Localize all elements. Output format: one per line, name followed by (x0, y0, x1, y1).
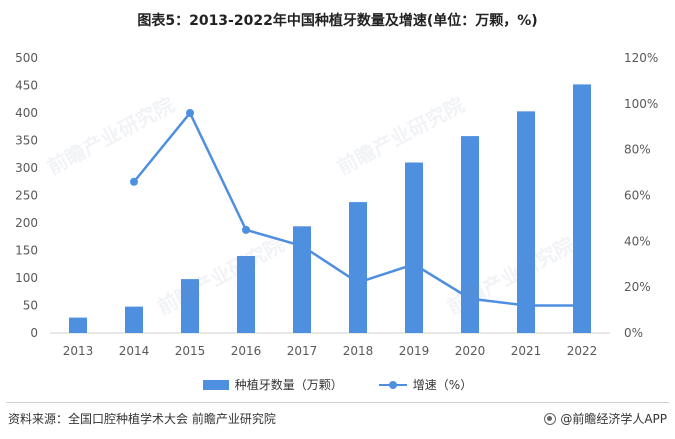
legend-bar-label: 种植牙数量（万颗） (234, 378, 343, 392)
bar (125, 306, 143, 333)
x-tick-label: 2015 (175, 344, 206, 358)
legend-item-bar: 种植牙数量（万颗） (202, 376, 343, 393)
x-tick-label: 2017 (287, 344, 318, 358)
y-left-tick-label: 100 (15, 271, 38, 285)
bar (573, 84, 591, 334)
y-left-tick-label: 400 (15, 106, 38, 120)
bar (405, 162, 423, 333)
line-point (242, 225, 250, 234)
y-right-tick-label: 120% (624, 51, 658, 65)
line-point (578, 301, 586, 310)
brand: @前瞻经济学人APP (544, 410, 667, 427)
x-tick-label: 2021 (511, 344, 542, 358)
y-right-tick-label: 40% (624, 234, 651, 248)
y-left-tick-label: 350 (15, 134, 38, 148)
legend-item-line: 增速（%） (378, 376, 473, 393)
line-point (410, 260, 418, 269)
y-axis-right: 0% 20% 40% 60% 80% 100% 120% (624, 51, 658, 340)
x-tick-label: 2020 (455, 344, 486, 358)
bar (181, 279, 199, 333)
y-right-tick-label: 100% (624, 97, 658, 111)
y-axis-left: 0 50 100 150 200 250 300 350 400 450 500 (15, 51, 38, 340)
x-tick-label: 2019 (399, 344, 430, 358)
bar-series (69, 84, 591, 334)
bar (349, 202, 367, 333)
x-tick-label: 2016 (231, 344, 262, 358)
footer-divider (6, 402, 669, 403)
y-left-tick-label: 500 (15, 51, 38, 65)
x-tick-label: 2014 (119, 344, 150, 358)
line-point (186, 109, 194, 117)
y-left-tick-label: 250 (15, 189, 38, 203)
y-left-tick-label: 0 (30, 326, 38, 340)
y-right-tick-label: 0% (624, 326, 643, 340)
bar (461, 136, 479, 333)
x-tick-label: 2022 (567, 344, 598, 358)
line-point (522, 301, 530, 310)
line-series (130, 109, 586, 310)
line-point (354, 278, 362, 287)
bar (237, 256, 255, 333)
y-left-tick-label: 300 (15, 161, 38, 175)
source-text: 资料来源：全国口腔种植学术大会 前瞻产业研究院 (8, 412, 276, 426)
line-point (130, 177, 138, 186)
legend-bar-swatch (202, 379, 229, 390)
line-point (298, 241, 306, 250)
combo-chart: 0 50 100 150 200 250 300 350 400 450 500 0% 20% 40% 6… (15, 51, 658, 358)
y-left-tick-label: 50 (23, 299, 38, 313)
y-right-tick-label: 20% (624, 280, 651, 294)
x-tick-label: 2018 (343, 344, 374, 358)
x-tick-label: 2013 (63, 344, 94, 358)
brand-logo-icon (544, 412, 557, 425)
bar (293, 226, 311, 333)
y-left-tick-label: 450 (15, 79, 38, 93)
x-axis: 2013 2014 2015 2016 2017 2018 2019 2020 2021 2022 (50, 332, 610, 358)
footer: 资料来源：全国口腔种植学术大会 前瞻产业研究院 @前瞻经济学人APP (8, 410, 667, 427)
y-left-tick-label: 200 (15, 216, 38, 230)
chart-title: 图表5：2013-2022年中国种植牙数量及增速(单位：万颗，%) (137, 13, 538, 29)
y-left-tick-label: 150 (15, 244, 38, 258)
y-right-tick-label: 60% (624, 189, 651, 203)
legend-line-label: 增速（%） (412, 378, 473, 392)
legend: 种植牙数量（万颗） 增速（%） (0, 376, 675, 393)
legend-line-swatch (378, 380, 407, 390)
brand-text: @前瞻经济学人APP (560, 412, 667, 426)
y-right-tick-label: 80% (624, 143, 651, 157)
bar (517, 111, 535, 333)
line-point (466, 294, 474, 303)
bar (69, 317, 87, 333)
